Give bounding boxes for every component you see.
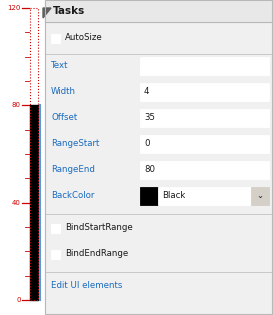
Text: 80: 80 bbox=[12, 102, 21, 108]
Text: Offset: Offset bbox=[51, 113, 77, 123]
Text: Width: Width bbox=[51, 88, 76, 96]
Text: 35: 35 bbox=[144, 113, 155, 123]
Text: Black: Black bbox=[162, 192, 185, 201]
Text: 0: 0 bbox=[144, 140, 150, 148]
Bar bbox=[140, 135, 269, 153]
Text: 40: 40 bbox=[12, 200, 21, 206]
Bar bbox=[51, 33, 60, 43]
Bar bbox=[158, 187, 251, 205]
Text: 0: 0 bbox=[16, 297, 21, 303]
Bar bbox=[251, 187, 269, 205]
Text: 80: 80 bbox=[144, 165, 155, 175]
Text: BindStartRange: BindStartRange bbox=[65, 224, 133, 232]
Bar bbox=[45, 0, 273, 22]
Polygon shape bbox=[43, 8, 51, 18]
Bar bbox=[51, 224, 60, 232]
Text: ⌄: ⌄ bbox=[257, 192, 263, 201]
Text: Text: Text bbox=[51, 61, 69, 71]
Text: Edit UI elements: Edit UI elements bbox=[51, 280, 122, 289]
Text: RangeStart: RangeStart bbox=[51, 140, 99, 148]
Text: BackColor: BackColor bbox=[51, 192, 94, 201]
Text: Tasks: Tasks bbox=[53, 6, 85, 16]
Bar bbox=[140, 109, 269, 127]
Bar bbox=[30, 8, 38, 300]
Bar bbox=[140, 187, 158, 205]
Text: 4: 4 bbox=[144, 88, 150, 96]
Text: BindEndRange: BindEndRange bbox=[65, 249, 128, 259]
Bar bbox=[140, 83, 269, 101]
Text: AutoSize: AutoSize bbox=[65, 33, 103, 43]
Bar bbox=[51, 249, 60, 259]
Bar bbox=[0, 0, 45, 315]
Bar bbox=[45, 0, 272, 314]
Bar bbox=[140, 161, 269, 179]
Bar bbox=[140, 57, 269, 75]
Bar bbox=[30, 105, 38, 300]
Text: 120: 120 bbox=[8, 5, 21, 11]
Bar bbox=[45, 0, 273, 315]
Text: RangeEnd: RangeEnd bbox=[51, 165, 95, 175]
